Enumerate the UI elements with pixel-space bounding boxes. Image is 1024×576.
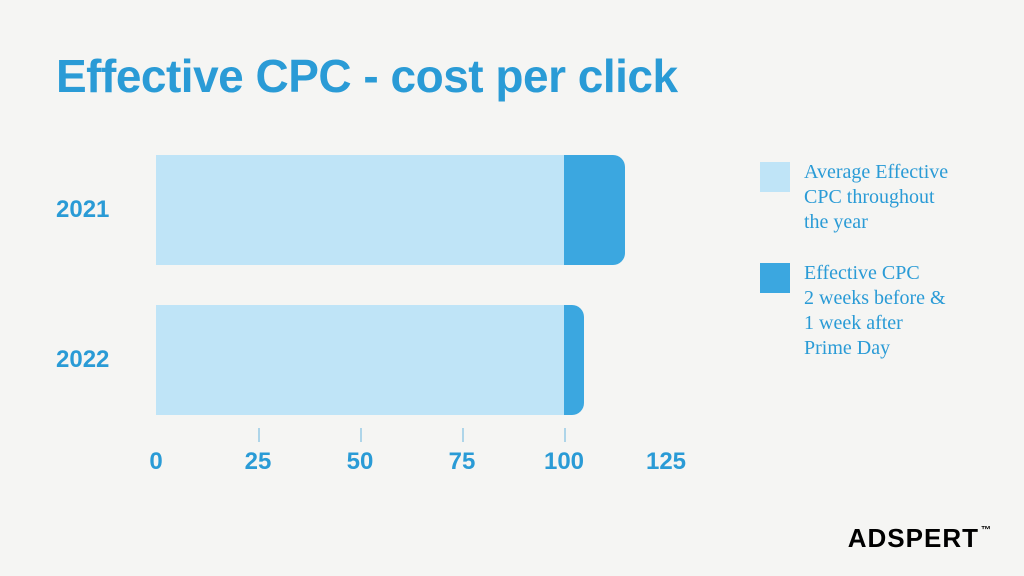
legend-label: Average EffectiveCPC throughoutthe year bbox=[804, 160, 948, 235]
bar-segment bbox=[564, 305, 584, 415]
x-tick-label: 25 bbox=[245, 448, 272, 476]
bar-row bbox=[156, 305, 666, 415]
chart-area: 0 25 50 75 100 125 2021 2022 bbox=[56, 155, 696, 495]
infographic-canvas: Effective CPC - cost per click 0 25 50 75 10… bbox=[0, 0, 1024, 576]
brand-tm: ™ bbox=[981, 525, 992, 536]
x-tick-mark bbox=[258, 428, 260, 442]
legend-item: Average EffectiveCPC throughoutthe year bbox=[760, 160, 980, 235]
legend-swatch bbox=[760, 162, 790, 192]
legend-swatch bbox=[760, 263, 790, 293]
x-tick-label: 75 bbox=[449, 448, 476, 476]
brand-text: ADSPERT bbox=[848, 523, 979, 553]
bar-segment bbox=[156, 305, 564, 415]
plot-region bbox=[156, 155, 666, 440]
bar-segment bbox=[564, 155, 625, 265]
legend-item: Effective CPC2 weeks before &1 week afte… bbox=[760, 261, 980, 361]
bar-segment bbox=[156, 155, 564, 265]
y-axis-label: 2021 bbox=[56, 196, 146, 224]
x-tick-label: 100 bbox=[544, 448, 584, 476]
brand-logo: ADSPERT™ bbox=[848, 523, 990, 554]
x-tick-mark bbox=[462, 428, 464, 442]
x-tick-label: 50 bbox=[347, 448, 374, 476]
x-tick-label: 0 bbox=[149, 448, 162, 476]
bar-row bbox=[156, 155, 666, 265]
x-tick-mark bbox=[564, 428, 566, 442]
y-axis-label: 2022 bbox=[56, 346, 146, 374]
legend-label: Effective CPC2 weeks before &1 week afte… bbox=[804, 261, 946, 361]
x-tick-mark bbox=[360, 428, 362, 442]
chart-title: Effective CPC - cost per click bbox=[56, 52, 968, 100]
legend: Average EffectiveCPC throughoutthe year E… bbox=[760, 160, 980, 387]
x-tick-label: 125 bbox=[646, 448, 686, 476]
x-axis: 0255075100125 bbox=[156, 440, 666, 495]
